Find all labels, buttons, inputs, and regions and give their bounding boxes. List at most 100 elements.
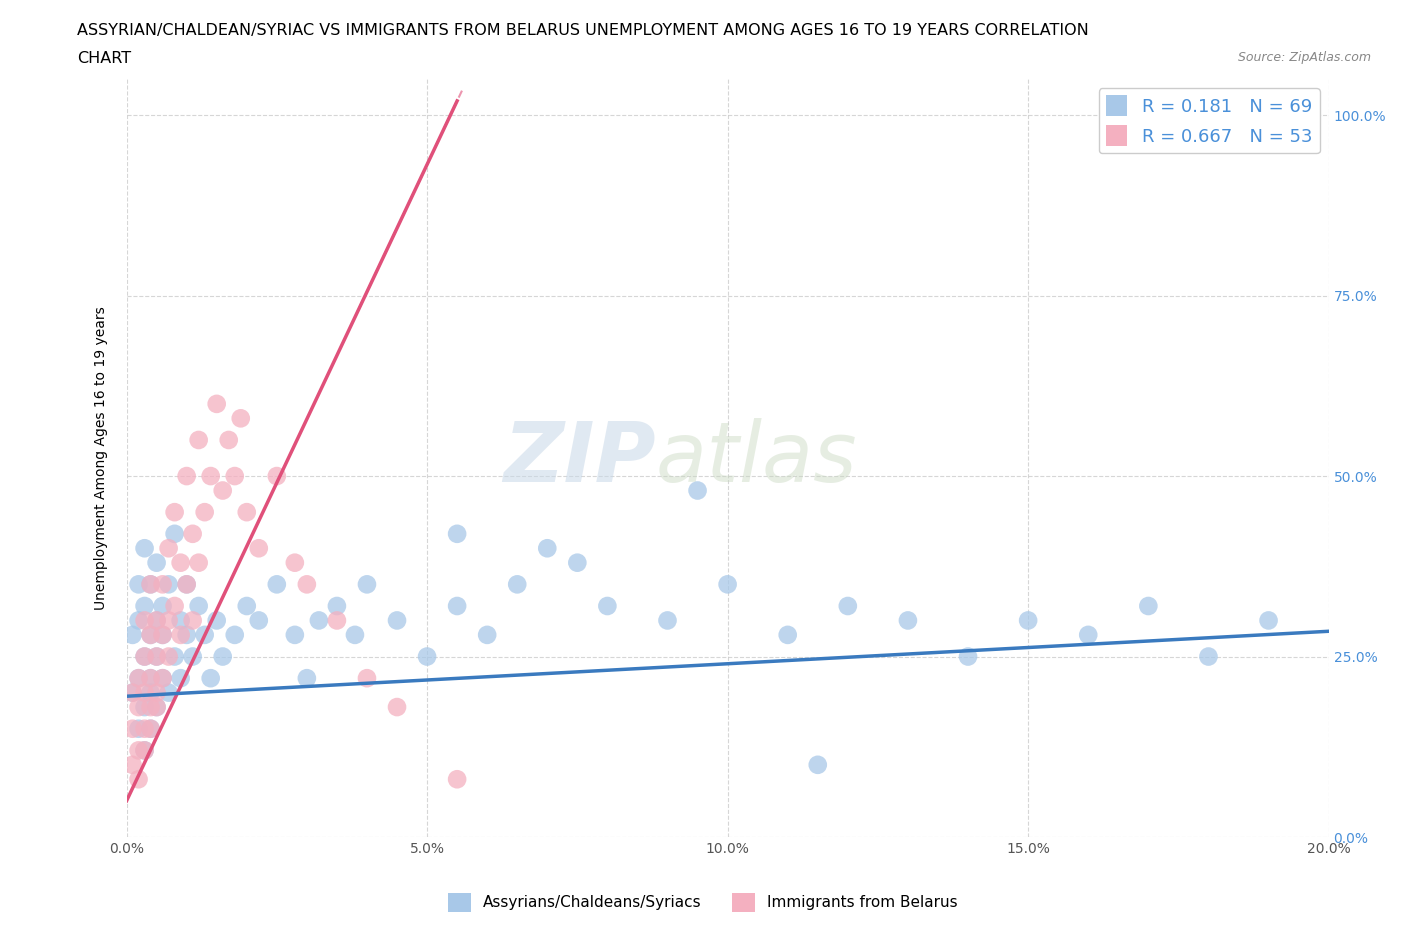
Point: [807, 757, 830, 772]
Point: [163, 599, 186, 614]
Point: [308, 613, 330, 628]
Point: [152, 599, 174, 614]
Point: [145, 685, 167, 700]
Point: [134, 649, 156, 664]
Point: [176, 628, 198, 643]
Point: [134, 699, 156, 714]
Point: [385, 613, 408, 628]
Point: [266, 469, 288, 484]
Point: [128, 772, 150, 787]
Text: ASSYRIAN/CHALDEAN/SYRIAC VS IMMIGRANTS FROM BELARUS UNEMPLOYMENT AMONG AGES 16 T: ASSYRIAN/CHALDEAN/SYRIAC VS IMMIGRANTS F…: [77, 23, 1090, 38]
Point: [152, 628, 174, 643]
Point: [284, 628, 307, 643]
Point: [134, 722, 156, 737]
Text: ZIP: ZIP: [503, 418, 655, 498]
Point: [128, 743, 150, 758]
Point: [205, 396, 228, 411]
Point: [139, 699, 162, 714]
Point: [157, 685, 180, 700]
Point: [247, 613, 270, 628]
Point: [224, 628, 246, 643]
Point: [194, 505, 217, 520]
Point: [169, 613, 191, 628]
Point: [134, 599, 156, 614]
Point: [121, 722, 143, 737]
Point: [121, 685, 143, 700]
Point: [356, 671, 378, 685]
Point: [235, 599, 259, 614]
Point: [716, 577, 740, 591]
Point: [1017, 613, 1039, 628]
Point: [139, 671, 162, 685]
Point: [686, 483, 709, 498]
Point: [416, 649, 439, 664]
Point: [211, 483, 233, 498]
Point: [266, 577, 288, 591]
Point: [326, 599, 349, 614]
Point: [205, 613, 228, 628]
Point: [139, 685, 162, 700]
Point: [145, 649, 167, 664]
Text: CHART: CHART: [77, 51, 131, 66]
Point: [134, 743, 156, 758]
Point: [128, 577, 150, 591]
Point: [176, 577, 198, 591]
Point: [218, 432, 240, 447]
Point: [194, 628, 217, 643]
Point: [385, 699, 408, 714]
Point: [128, 722, 150, 737]
Point: [181, 613, 204, 628]
Point: [187, 599, 209, 614]
Point: [1137, 599, 1160, 614]
Point: [139, 628, 162, 643]
Point: [181, 526, 204, 541]
Y-axis label: Unemployment Among Ages 16 to 19 years: Unemployment Among Ages 16 to 19 years: [94, 306, 108, 610]
Point: [284, 555, 307, 570]
Point: [176, 577, 198, 591]
Point: [200, 671, 222, 685]
Point: [446, 772, 468, 787]
Point: [152, 577, 174, 591]
Point: [163, 526, 186, 541]
Point: [326, 613, 349, 628]
Point: [157, 541, 180, 556]
Point: [157, 649, 180, 664]
Point: [152, 628, 174, 643]
Point: [181, 649, 204, 664]
Point: [446, 526, 468, 541]
Point: [1197, 649, 1219, 664]
Point: [169, 628, 191, 643]
Point: [596, 599, 619, 614]
Point: [134, 541, 156, 556]
Point: [295, 577, 318, 591]
Point: [235, 505, 259, 520]
Point: [211, 649, 233, 664]
Point: [145, 699, 167, 714]
Legend: Assyrians/Chaldeans/Syriacs, Immigrants from Belarus: Assyrians/Chaldeans/Syriacs, Immigrants …: [441, 887, 965, 918]
Point: [536, 541, 558, 556]
Point: [776, 628, 799, 643]
Point: [139, 577, 162, 591]
Point: [121, 685, 143, 700]
Point: [145, 613, 167, 628]
Text: Source: ZipAtlas.com: Source: ZipAtlas.com: [1237, 51, 1371, 64]
Point: [169, 555, 191, 570]
Point: [446, 599, 468, 614]
Point: [139, 671, 162, 685]
Point: [356, 577, 378, 591]
Point: [152, 671, 174, 685]
Point: [157, 613, 180, 628]
Point: [139, 722, 162, 737]
Point: [343, 628, 366, 643]
Point: [121, 757, 143, 772]
Point: [176, 469, 198, 484]
Point: [128, 671, 150, 685]
Point: [128, 671, 150, 685]
Point: [224, 469, 246, 484]
Point: [956, 649, 979, 664]
Point: [837, 599, 859, 614]
Point: [229, 411, 252, 426]
Point: [247, 541, 270, 556]
Text: atlas: atlas: [655, 418, 858, 498]
Point: [134, 649, 156, 664]
